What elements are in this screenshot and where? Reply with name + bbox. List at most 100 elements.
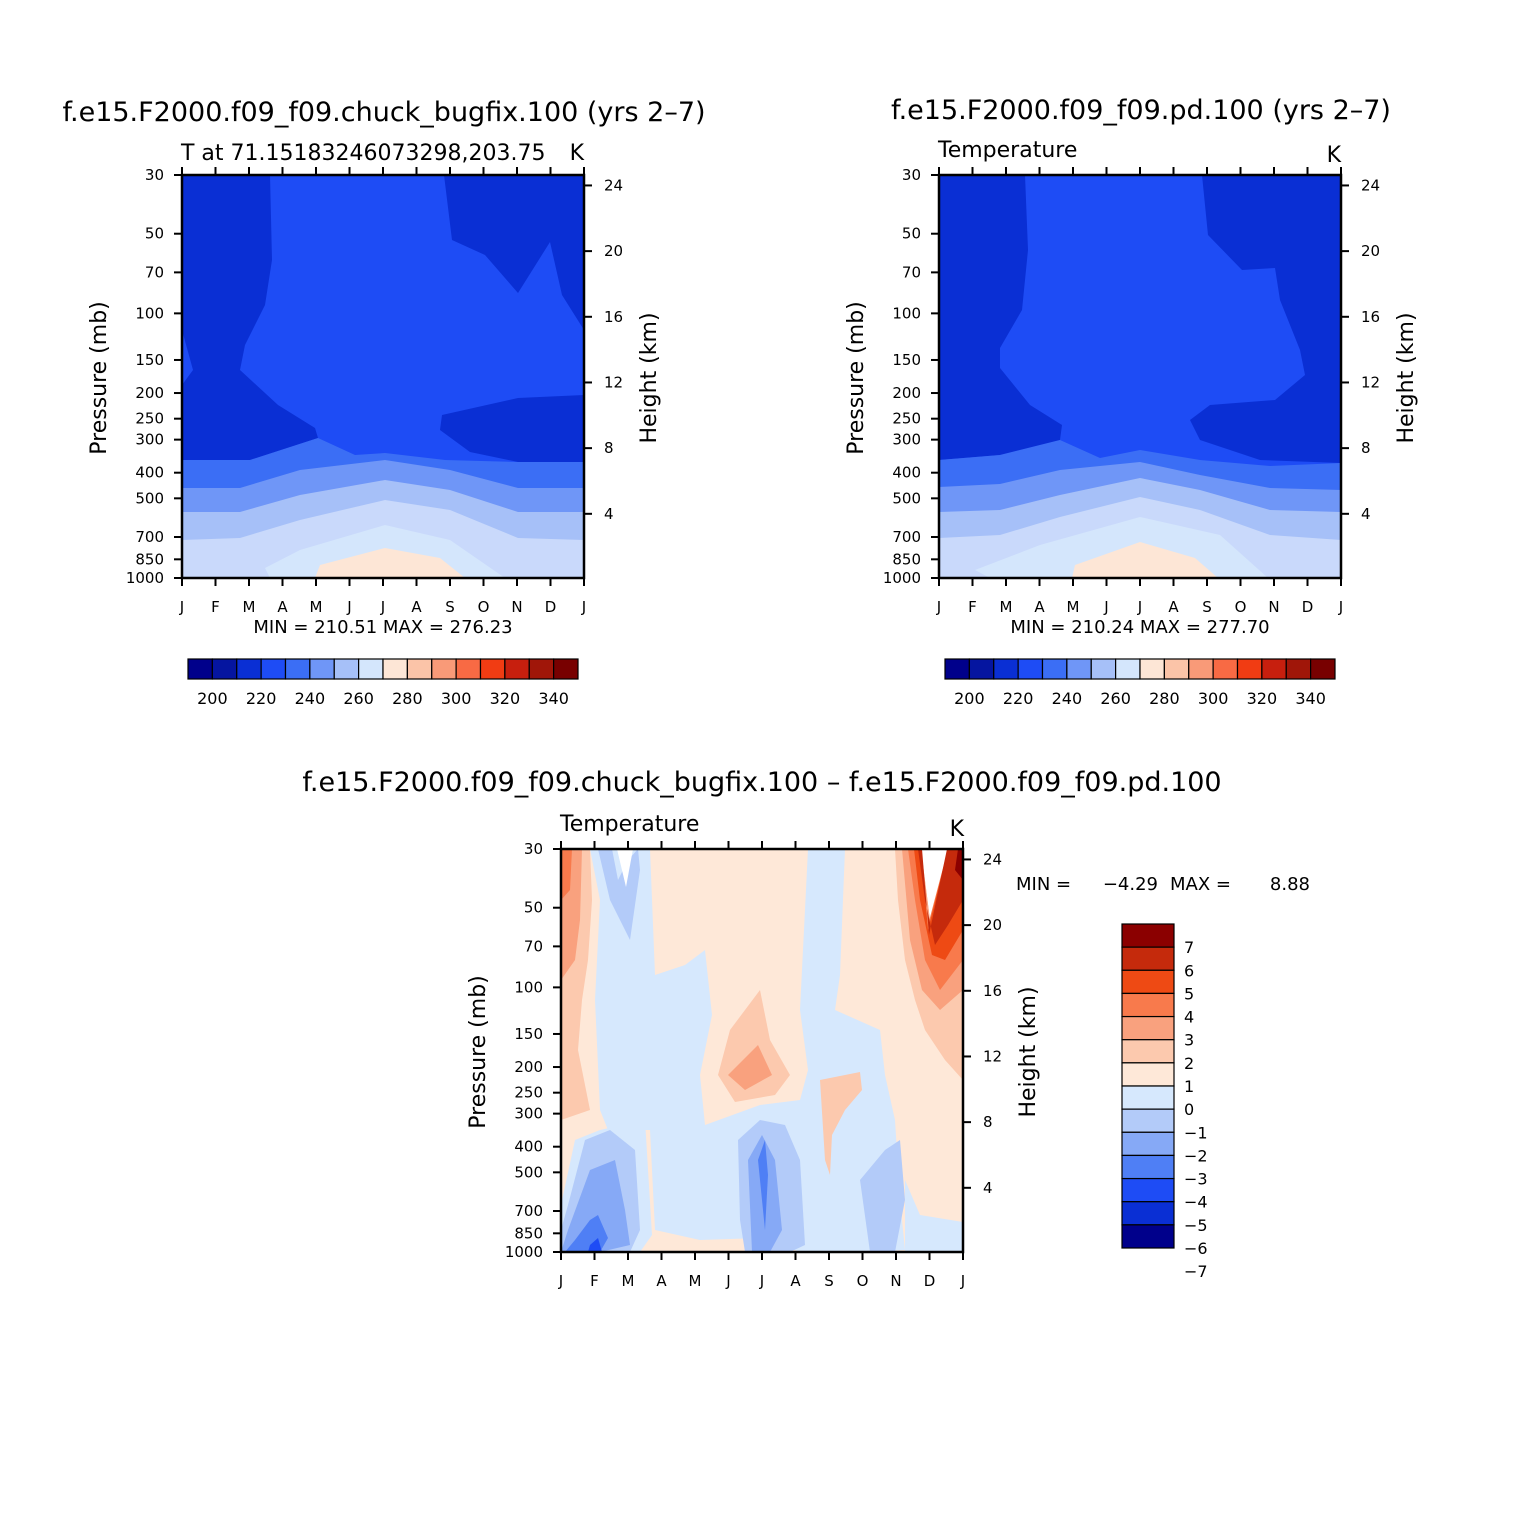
panel-3-max-label: MAX = <box>1170 874 1231 895</box>
panel-2-y2-tick-label: 20 <box>1361 242 1380 260</box>
panel-1-colorbar-swatch <box>211 658 238 680</box>
panel-3-y2-tick-label: 4 <box>983 1179 993 1197</box>
panel-1-x-tick-label: M <box>243 598 256 616</box>
panel-3-y2-tick-label: 20 <box>983 916 1002 934</box>
panel-2-colorbar-label: 260 <box>1100 689 1131 708</box>
panel-3-x-tick-label: O <box>857 1272 869 1290</box>
panel-3-colorbar-label: −1 <box>1184 1123 1208 1142</box>
panel-1-x-tick-label: N <box>511 598 522 616</box>
panel-1-colorbar-label: 220 <box>246 689 277 708</box>
panel-3-y-tick-label: 1000 <box>505 1243 543 1261</box>
panel-3-y-tick-label: 200 <box>514 1058 543 1076</box>
panel-3-x-tick-label: J <box>725 1272 730 1290</box>
panel-2-colorbar-swatch <box>1236 658 1263 680</box>
panel-3-colorbar-swatch <box>1121 1224 1175 1249</box>
panel-2-colorbar-swatch <box>1212 658 1239 680</box>
panel-3-colorbar-swatch <box>1121 1131 1175 1157</box>
panel-3-colorbar-label: −2 <box>1184 1146 1208 1165</box>
panel-3-y-tick-label: 500 <box>514 1163 543 1181</box>
panel-1-colorbar-swatch <box>236 658 262 680</box>
panel-1-colorbar-swatch <box>455 658 482 680</box>
panel-2-ylabel: Pressure (mb) <box>844 301 869 455</box>
panel-3-y2-tick-label: 16 <box>983 982 1002 1000</box>
panel-3-colorbar-label: −4 <box>1184 1193 1208 1212</box>
panel-1-x-tick-label: J <box>380 598 385 616</box>
panel-1-axes: J F M A M J J A S O N D J 30 50 70 100 150 200 250 300 400 500… <box>126 166 623 616</box>
panel-3-y-tick-label: 100 <box>514 978 543 996</box>
panel-3-x-tick-label: J <box>960 1272 965 1290</box>
panel-3-x-tick-label: F <box>590 1272 599 1290</box>
panel-3-y-tick-label: 30 <box>524 840 543 858</box>
panel-3-colorbar-swatch <box>1121 1177 1175 1203</box>
panel-3-colorbar-label: 1 <box>1184 1077 1194 1096</box>
panel-1-colorbar-swatch <box>528 658 555 680</box>
panel-2-y-tick-label: 300 <box>892 431 921 449</box>
panel-1-colorbar-swatch <box>260 658 287 680</box>
panel-2-y-tick-label: 250 <box>892 410 921 428</box>
panel-1-x-tick-label: A <box>277 598 288 616</box>
panel-3-colorbar-swatch <box>1121 1085 1175 1110</box>
panel-1-ylabel-right: Height (km) <box>637 312 662 443</box>
panel-2: f.e15.F2000.f09_f09.pd.100 (yrs 2–7) Tem… <box>844 95 1419 708</box>
panel-2-x-tick-label: J <box>1137 598 1142 616</box>
panel-2-x-tick-label: F <box>968 598 977 616</box>
panel-2-colorbar-label: 340 <box>1295 689 1326 708</box>
panel-3-ylabel: Pressure (mb) <box>466 975 491 1129</box>
panel-1-y2-tick-label: 16 <box>604 308 623 326</box>
panel-1-x-tick-label: J <box>179 598 184 616</box>
panel-3-colorbar-label: 0 <box>1184 1100 1194 1119</box>
panel-3-colorbar-label: 3 <box>1184 1031 1194 1050</box>
panel-3-y-tick-label: 50 <box>524 899 543 917</box>
panel-1-x-tick-label: J <box>346 598 351 616</box>
panel-2-axes: J F M A M J J A S O N D J 30 50 70 100 150 200 250 300 400 500… <box>883 166 1380 616</box>
panel-3-colorbar-label: 2 <box>1184 1054 1194 1073</box>
panel-2-y2-tick-label: 8 <box>1361 439 1371 457</box>
panel-2-ylabel-right: Height (km) <box>1394 312 1419 443</box>
panel-1-minmax: MIN = 210.51 MAX = 276.23 <box>253 617 512 638</box>
panel-1-x-tick-label: F <box>211 598 220 616</box>
panel-3-ylabel-right: Height (km) <box>1016 986 1041 1117</box>
panel-1-colorbar-swatch <box>309 658 335 680</box>
panel-1-y-tick-label: 200 <box>135 384 164 402</box>
panel-3-colorbar: 7 6 5 4 3 2 1 0 −1 −2 −3 −4 −5 −6 −7 <box>1121 923 1208 1281</box>
panel-1-y-tick-label: 500 <box>135 489 164 507</box>
panel-1: f.e15.F2000.f09_f09.chuck_bugfix.100 (yr… <box>62 97 705 708</box>
panel-1-colorbar-label: 320 <box>490 689 521 708</box>
panel-2-y-tick-label: 50 <box>902 225 921 243</box>
panel-2-colorbar-swatch <box>1261 658 1287 680</box>
panel-1-y2-tick-label: 12 <box>604 373 623 391</box>
panel-1-units: K <box>570 141 585 166</box>
panel-1-y2-tick-label: 8 <box>604 439 614 457</box>
panel-1-colorbar-swatch <box>187 658 213 680</box>
panel-1-y-tick-label: 30 <box>145 166 164 184</box>
panel-1-x-tick-label: A <box>411 598 422 616</box>
panel-1-colorbar-swatch <box>358 658 384 680</box>
panel-1-colorbar-swatch <box>431 658 457 680</box>
panel-2-colorbar: 200 220 240 260 280 300 320 340 <box>944 658 1336 708</box>
panel-2-colorbar-swatch <box>1090 658 1117 680</box>
panel-2-title: f.e15.F2000.f09_f09.pd.100 (yrs 2–7) <box>891 95 1391 126</box>
panel-1-y2-tick-label: 20 <box>604 242 623 260</box>
panel-3-colorbar-label: 4 <box>1184 1008 1194 1027</box>
panel-2-colorbar-swatch <box>944 658 970 680</box>
panel-1-left-string: T at 71.15183246073298,203.75 <box>180 141 545 166</box>
panel-3-colorbar-label: −6 <box>1184 1239 1208 1258</box>
panel-3-colorbar-label: 6 <box>1184 961 1194 980</box>
panel-2-x-tick-label: A <box>1034 598 1045 616</box>
panel-1-y2-tick-label: 24 <box>604 176 623 194</box>
panel-3-y-tick-label: 300 <box>514 1105 543 1123</box>
panel-2-y-tick-label: 400 <box>892 464 921 482</box>
panel-1-colorbar-swatch <box>333 658 360 680</box>
panel-3-x-tick-label: M <box>622 1272 635 1290</box>
panel-2-x-tick-label: N <box>1268 598 1279 616</box>
panel-3-title: f.e15.F2000.f09_f09.chuck_bugfix.100 – f… <box>302 767 1221 798</box>
panel-3-y-tick-label: 250 <box>514 1084 543 1102</box>
panel-1-y-tick-label: 50 <box>145 225 164 243</box>
panel-2-y-tick-label: 1000 <box>883 569 921 587</box>
panel-2-colorbar-label: 320 <box>1247 689 1278 708</box>
panel-3-min-value: −4.29 <box>1103 874 1158 895</box>
panel-3-x-tick-label: S <box>824 1272 834 1290</box>
panel-1-colorbar-swatch <box>504 658 530 680</box>
panel-2-units: K <box>1327 143 1342 168</box>
